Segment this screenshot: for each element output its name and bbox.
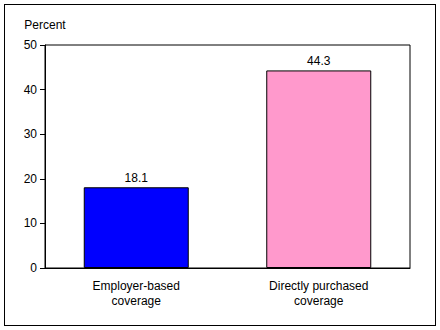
svg-text:50: 50: [24, 38, 38, 52]
svg-text:10: 10: [24, 216, 38, 230]
svg-text:30: 30: [24, 127, 38, 141]
svg-text:18.1: 18.1: [125, 171, 149, 185]
svg-text:Employer-based: Employer-based: [93, 279, 180, 293]
svg-text:coverage: coverage: [112, 294, 162, 308]
svg-text:0: 0: [30, 261, 37, 275]
svg-text:44.3: 44.3: [307, 54, 331, 68]
svg-text:20: 20: [24, 172, 38, 186]
svg-text:coverage: coverage: [294, 294, 344, 308]
svg-text:40: 40: [24, 83, 38, 97]
svg-text:Percent: Percent: [24, 18, 66, 32]
svg-text:Directly purchased: Directly purchased: [269, 279, 368, 293]
